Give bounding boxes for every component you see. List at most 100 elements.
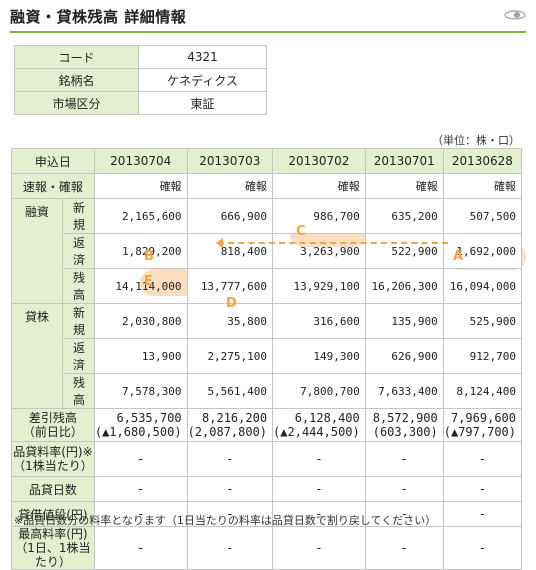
date-cell: 20130628 bbox=[442, 148, 523, 174]
diff-value: 6,128,400 bbox=[294, 411, 360, 425]
sub-label: 返済 bbox=[62, 233, 95, 269]
lending-cell: - bbox=[186, 501, 274, 527]
fee-cell: - bbox=[93, 441, 188, 477]
summary-row: 銘柄名 ケネディクス bbox=[14, 68, 267, 92]
value-cell: 525,900 bbox=[442, 303, 523, 339]
max-label-line1: 最高料率(円) bbox=[18, 527, 88, 541]
arrow-head-icon bbox=[216, 238, 223, 248]
sub-label: 新規 bbox=[62, 198, 95, 234]
fee-cell: - bbox=[364, 441, 444, 477]
diff-value: 8,572,900 bbox=[372, 411, 438, 425]
value-cell: 7,800,700 bbox=[272, 373, 366, 409]
days-cell: - bbox=[442, 476, 523, 502]
diff-change: (▲1,680,500) bbox=[94, 425, 182, 439]
fee-label: 品貸料率(円)※ （1株当たり） bbox=[11, 441, 95, 477]
value-cell: 7,578,300 bbox=[93, 373, 188, 409]
sub-label: 返済 bbox=[62, 338, 95, 374]
fee-label-line1: 品貸料率(円)※ bbox=[13, 445, 93, 459]
value-cell: 666,900 bbox=[186, 198, 274, 234]
diff-change: (▲2,444,500) bbox=[273, 425, 360, 439]
status-cell: 確報 bbox=[364, 173, 444, 199]
days-cell: - bbox=[186, 476, 274, 502]
diff-cell: 6,128,400 (▲2,444,500) bbox=[272, 408, 366, 442]
value-cell: 8,124,400 bbox=[442, 373, 523, 409]
eye-swoosh-icon bbox=[504, 10, 526, 20]
summary-label: コード bbox=[14, 45, 139, 69]
header-rule bbox=[10, 31, 526, 33]
value-cell: 2,275,100 bbox=[186, 338, 274, 374]
days-row: 品貸日数 - - - - - bbox=[11, 476, 523, 502]
value-cell: 818,400 bbox=[186, 233, 274, 269]
margin-balance-table: 申込日 20130704 20130703 20130702 20130701 … bbox=[11, 148, 523, 570]
page-title: 融資・貸株残高 詳細情報 bbox=[10, 8, 187, 26]
value-cell: 626,900 bbox=[364, 338, 444, 374]
diff-value: 6,535,700 bbox=[116, 411, 182, 425]
status-cell: 確報 bbox=[186, 173, 274, 199]
group-label-stock: 貸株 bbox=[11, 303, 63, 409]
value-cell: 5,561,400 bbox=[186, 373, 274, 409]
lending-cell: - bbox=[272, 501, 366, 527]
summary-value: 4321 bbox=[138, 45, 267, 69]
diff-label-line1: 差引残高 bbox=[28, 411, 77, 425]
diff-value: 8,216,200 bbox=[202, 411, 268, 425]
diff-change: (2,087,800) bbox=[187, 425, 268, 439]
date-cell: 20130703 bbox=[186, 148, 274, 174]
diff-cell: 7,969,600 (▲797,700) bbox=[442, 408, 523, 442]
diff-row: 差引残高 （前日比） 6,535,700 (▲1,680,500) 8,216,2… bbox=[11, 408, 523, 442]
footnote: ※品貸日数分の料率となります（1日当たりの料率は品貸日数で割り戻してください） bbox=[14, 514, 437, 527]
loan-balance-row: 残高 14,114,000 13,777,600 13,929,100 16,2… bbox=[12, 268, 523, 304]
status-label: 速報・確報 bbox=[11, 173, 95, 199]
sub-label: 残高 bbox=[62, 268, 95, 304]
lending-cell: - bbox=[364, 501, 444, 527]
stock-new-row: 貸株 新規 2,030,800 35,800 316,600 135,900 5… bbox=[11, 303, 523, 409]
status-cell: 確報 bbox=[442, 173, 523, 199]
sub-label: 残高 bbox=[62, 373, 95, 409]
value-cell: 3,263,900 bbox=[272, 233, 366, 269]
fee-cell: - bbox=[272, 441, 366, 477]
value-cell: 1,829,200 bbox=[93, 233, 188, 269]
diff-cell: 8,572,900 (603,300) bbox=[364, 408, 444, 442]
group-label-loan: 融資 bbox=[11, 198, 63, 304]
sub-label: 新規 bbox=[62, 303, 95, 339]
summary-row: 市場区分 東証 bbox=[14, 91, 267, 115]
page-header: 融資・貸株残高 詳細情報 bbox=[10, 6, 526, 33]
col-header-label: 申込日 bbox=[11, 148, 95, 174]
diff-label-line2: （前日比） bbox=[22, 425, 83, 439]
value-cell: 1,692,000 bbox=[442, 233, 523, 269]
value-cell: 13,929,100 bbox=[272, 268, 366, 304]
value-cell: 316,600 bbox=[272, 303, 366, 339]
annotation-arrow bbox=[216, 238, 448, 248]
value-cell: 149,300 bbox=[272, 338, 366, 374]
days-cell: - bbox=[272, 476, 366, 502]
marker-c: C bbox=[296, 224, 306, 239]
value-cell: 507,500 bbox=[442, 198, 523, 234]
lending-price-row: 貸借値段(円) - - - - - bbox=[11, 501, 523, 527]
max-label-line2: （1日、1株当たり） bbox=[15, 541, 91, 569]
value-cell: 16,206,300 bbox=[364, 268, 444, 304]
summary-row: コード 4321 bbox=[14, 45, 267, 69]
value-cell: 35,800 bbox=[186, 303, 274, 339]
diff-cell: 8,216,200 (2,087,800) bbox=[186, 408, 274, 442]
diff-value: 7,969,600 bbox=[450, 411, 516, 425]
marker-d: D bbox=[226, 296, 237, 311]
fee-row: 品貸料率(円)※ （1株当たり） - - - - - bbox=[11, 441, 523, 477]
lending-label: 貸借値段(円) bbox=[11, 501, 95, 527]
date-cell: 20130701 bbox=[364, 148, 444, 174]
value-cell: 912,700 bbox=[442, 338, 523, 374]
summary-value: ケネディクス bbox=[138, 68, 267, 92]
value-cell: 16,094,000 bbox=[442, 268, 523, 304]
days-cell: - bbox=[93, 476, 188, 502]
fee-cell: - bbox=[186, 441, 274, 477]
summary-value: 東証 bbox=[138, 91, 267, 115]
days-cell: - bbox=[364, 476, 444, 502]
days-label: 品貸日数 bbox=[11, 476, 95, 502]
value-cell: 13,900 bbox=[93, 338, 188, 374]
value-cell: 986,700 bbox=[272, 198, 366, 234]
value-cell: 14,114,000 bbox=[93, 268, 188, 304]
marker-b: B bbox=[144, 249, 154, 264]
diff-cell: 6,535,700 (▲1,680,500) bbox=[93, 408, 188, 442]
stock-repay-row: 返済 13,900 2,275,100 149,300 626,900 912,… bbox=[12, 338, 523, 374]
stock-balance-row: 残高 7,578,300 5,561,400 7,800,700 7,633,4… bbox=[12, 373, 523, 409]
diff-change: (603,300) bbox=[372, 425, 438, 439]
date-row: 申込日 20130704 20130703 20130702 20130701 … bbox=[11, 148, 523, 174]
